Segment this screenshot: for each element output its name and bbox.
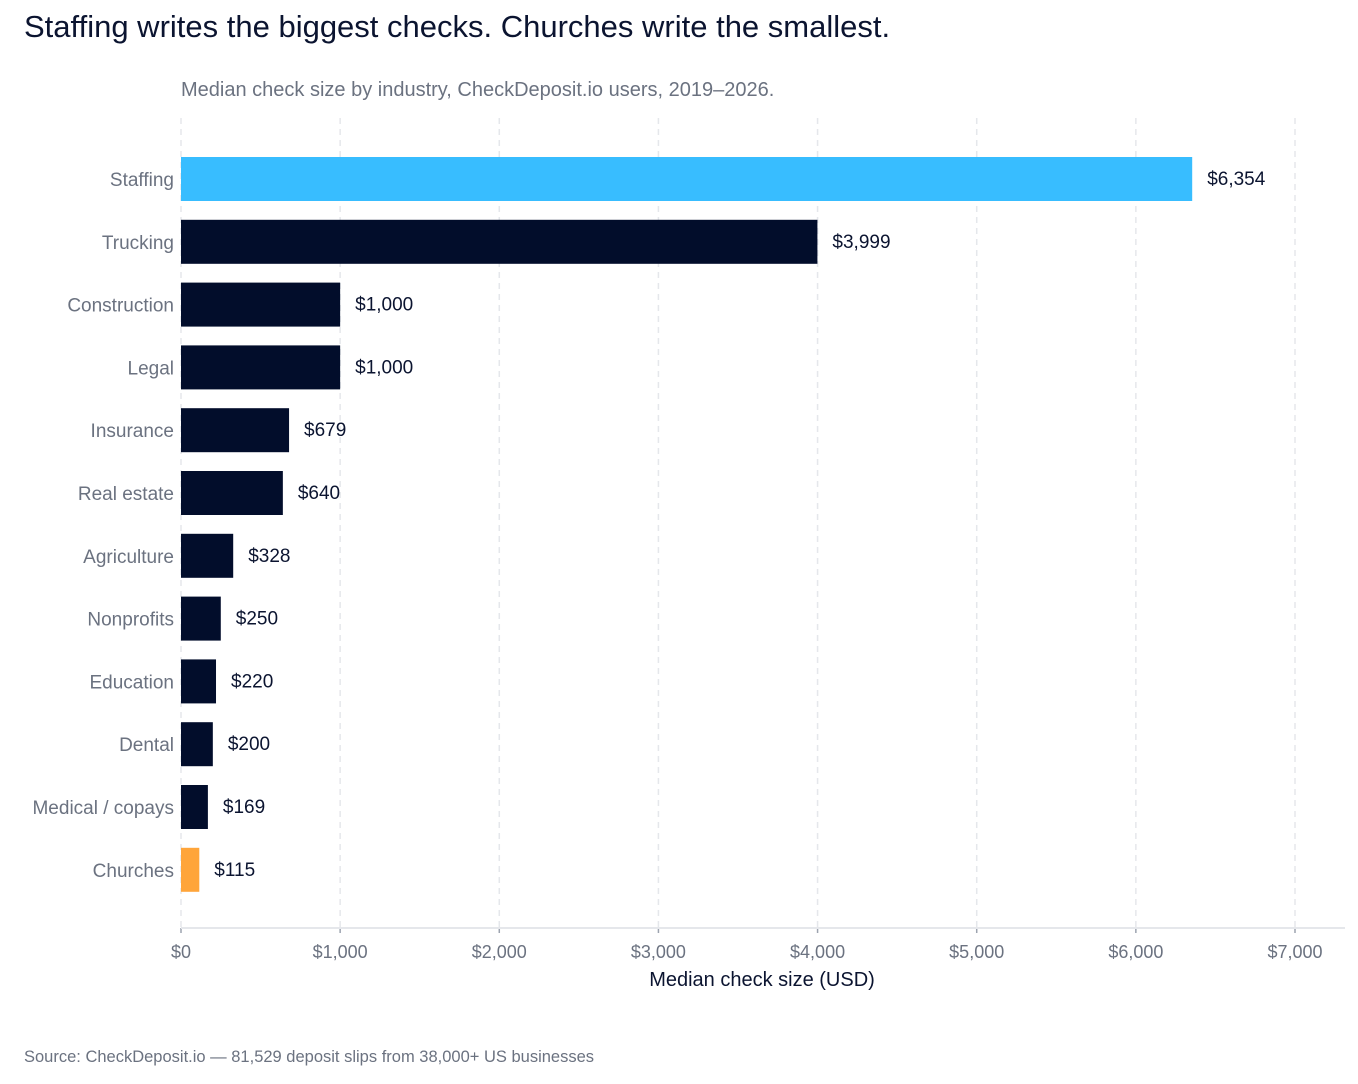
x-tick-label: $1,000	[313, 942, 368, 962]
source-note: Source: CheckDeposit.io — 81,529 deposit…	[24, 1048, 595, 1066]
data-label: $328	[248, 546, 290, 567]
data-label: $1,000	[355, 295, 413, 316]
bar-insurance	[181, 408, 290, 453]
category-label: Agriculture	[83, 547, 174, 568]
category-label: Trucking	[102, 233, 174, 254]
data-label: $115	[214, 860, 255, 881]
data-label: $679	[304, 420, 346, 441]
category-label: Dental	[119, 735, 174, 756]
bar-agriculture	[181, 533, 234, 578]
category-label: Legal	[128, 358, 175, 379]
data-label: $250	[236, 609, 278, 630]
category-label: Medical / copays	[32, 798, 174, 819]
data-label: $220	[231, 671, 273, 692]
data-label: $640	[298, 483, 340, 504]
data-label: $169	[223, 797, 265, 818]
category-label: Construction	[67, 296, 174, 317]
x-tick-label: $3,000	[631, 942, 686, 962]
bar-churches	[181, 847, 200, 892]
data-label: $6,354	[1207, 169, 1266, 190]
bar-education	[181, 659, 217, 704]
bar-nonprofits	[181, 596, 221, 641]
x-tick-label: $6,000	[1108, 942, 1163, 962]
category-label: Real estate	[78, 484, 174, 505]
x-tick-label: $5,000	[949, 942, 1004, 962]
chart-subtitle: Median check size by industry, CheckDepo…	[181, 79, 775, 101]
category-label: Churches	[93, 861, 174, 882]
bar-real-estate	[181, 471, 283, 515]
x-tick-label: $4,000	[790, 942, 845, 962]
category-label: Staffing	[110, 170, 174, 191]
x-axis-title: Median check size (USD)	[649, 969, 875, 991]
data-label: $200	[228, 734, 270, 755]
x-tick-label: $2,000	[472, 942, 527, 962]
category-label: Insurance	[91, 421, 174, 442]
data-label: $1,000	[355, 357, 413, 378]
data-label: $3,999	[832, 232, 890, 253]
bar-staffing	[181, 157, 1193, 201]
bar-legal	[181, 345, 341, 390]
category-label: Nonprofits	[87, 610, 174, 631]
bar-medical-copays	[181, 785, 208, 829]
category-label: Education	[89, 672, 174, 693]
x-tick-label: $0	[171, 942, 191, 962]
chart-title: Staffing writes the biggest checks. Chur…	[24, 9, 891, 44]
bar-trucking	[181, 219, 818, 264]
bar-construction	[181, 282, 341, 327]
x-tick-label: $7,000	[1267, 942, 1322, 962]
bar-dental	[181, 722, 213, 767]
